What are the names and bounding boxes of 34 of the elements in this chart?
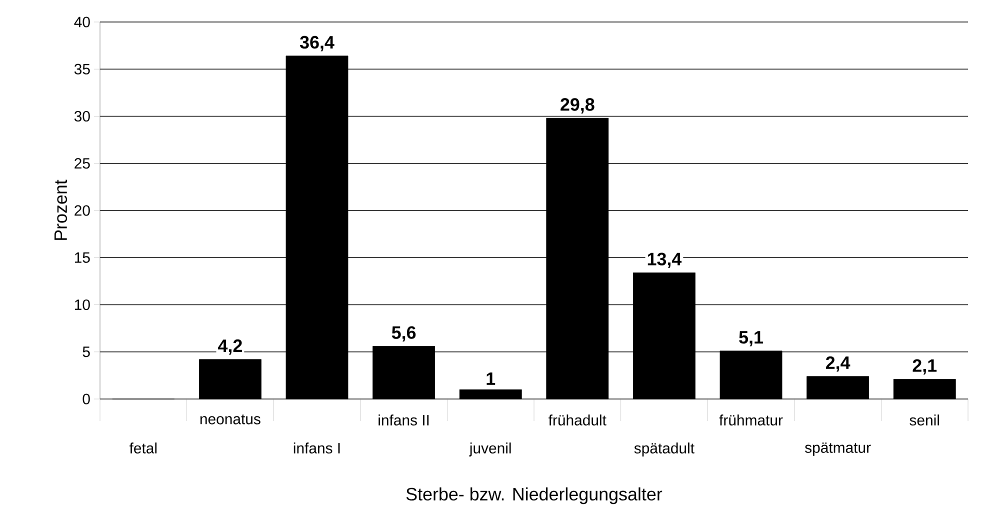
x-tick-label: spätmatur <box>805 442 871 456</box>
bar <box>806 376 870 400</box>
data-label: 5,6 <box>392 326 416 342</box>
y-tick-label: 30 <box>74 110 90 122</box>
x-tick-label: neonatus <box>200 414 260 424</box>
data-label: 13,4 <box>648 252 682 268</box>
x-tick-label: infans I <box>294 442 340 454</box>
x-axis-title: Sterbe- bzw. Niederlegungsalter <box>406 487 662 504</box>
y-tick-label: 0 <box>82 394 90 404</box>
x-tick-label: juvenil <box>469 442 511 456</box>
y-tick-label: 35 <box>74 64 90 74</box>
x-tick-label: senil <box>910 414 939 426</box>
y-tick-label: 10 <box>75 299 90 310</box>
data-label: 2,1 <box>912 359 937 375</box>
y-tick-label: 20 <box>74 205 90 216</box>
x-tick-label: frühmatur <box>719 414 783 426</box>
y-tick-label: 5 <box>82 346 90 358</box>
bar <box>893 379 956 400</box>
data-label: 29,8 <box>560 98 594 114</box>
bar <box>199 359 262 400</box>
data-label: 5,1 <box>739 331 763 346</box>
y-tick-label: 25 <box>74 158 90 169</box>
x-tick-label: fetal <box>129 442 157 454</box>
x-tick-label: frühadult <box>548 414 606 426</box>
bar <box>459 389 522 400</box>
x-tick-label: infans II <box>378 414 429 426</box>
data-label: 36,4 <box>300 36 334 52</box>
y-tick-label: 40 <box>74 16 90 28</box>
data-label: 2,4 <box>826 356 850 372</box>
y-tick-label: 15 <box>75 252 90 263</box>
data-label: 4,2 <box>218 339 242 355</box>
data-label: 1 <box>486 372 496 385</box>
y-axis-title: Prozent <box>54 180 68 240</box>
x-tick-label: spätadult <box>634 442 694 456</box>
